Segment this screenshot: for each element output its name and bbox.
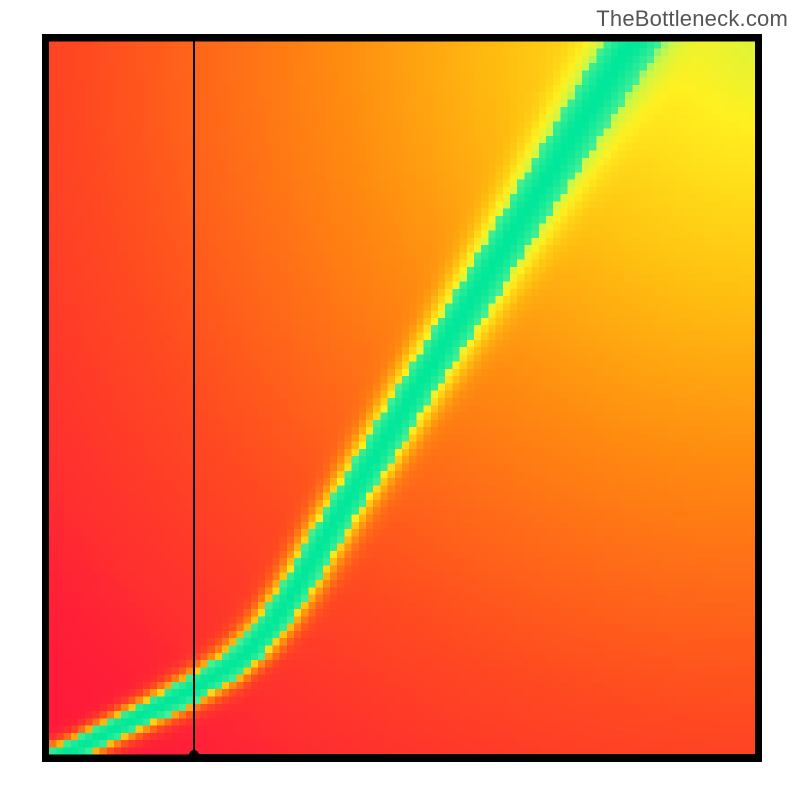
heatmap-plot <box>42 34 762 762</box>
crosshair-horizontal-line <box>194 754 755 756</box>
watermark-text: TheBottleneck.com <box>596 6 788 32</box>
heatmap-canvas <box>42 34 762 762</box>
crosshair-vertical-line <box>193 41 195 754</box>
crosshair-marker-dot <box>189 750 199 760</box>
figure-container: TheBottleneck.com <box>0 0 800 800</box>
